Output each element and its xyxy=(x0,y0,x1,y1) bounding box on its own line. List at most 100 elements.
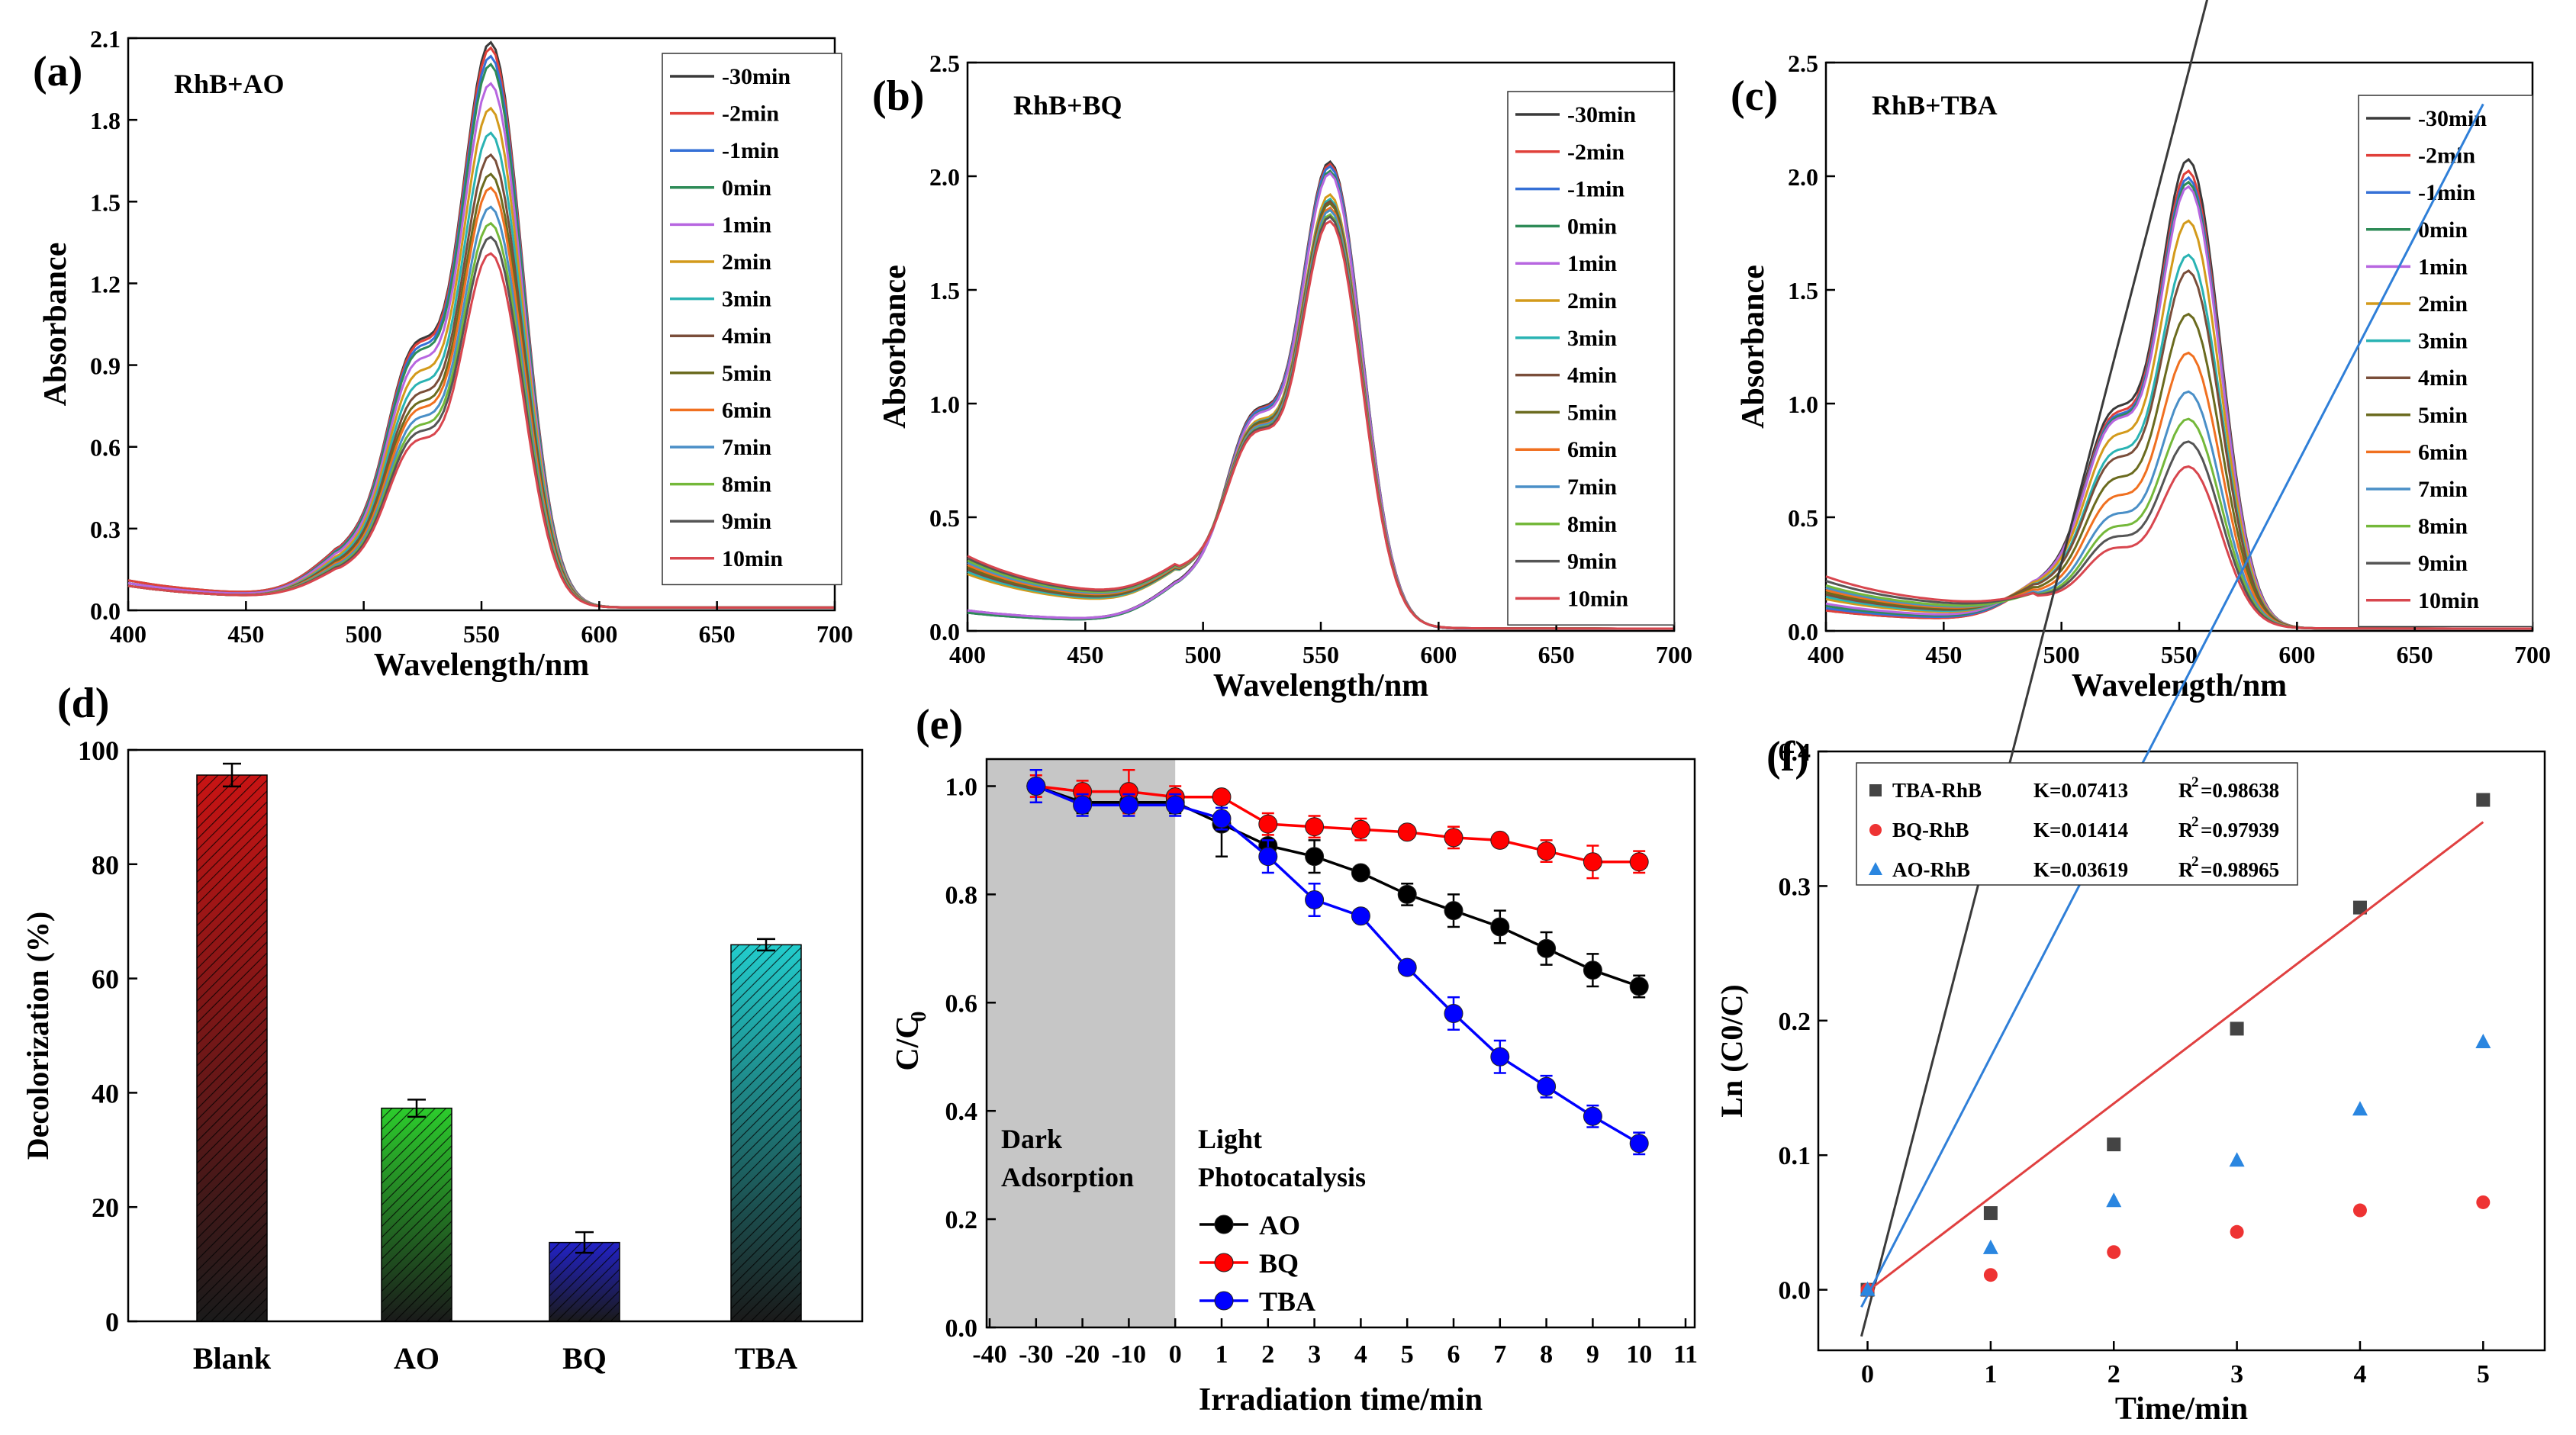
y-tick-label: 0.8 xyxy=(945,881,978,909)
data-point-AO xyxy=(1537,938,1557,958)
legend-label: 7min xyxy=(2418,477,2468,502)
y-tick-label: 0.0 xyxy=(929,618,960,645)
legend-box xyxy=(662,53,842,586)
x-tick-label: 700 xyxy=(816,620,853,648)
legend-label: -2min xyxy=(2418,143,2475,169)
legend-label: 8min xyxy=(1567,512,1617,537)
y-tick-label: 0 xyxy=(105,1307,119,1337)
data-point-AO xyxy=(1351,863,1370,883)
panel-letter: (b) xyxy=(872,72,924,120)
category-label: Blank xyxy=(193,1341,272,1375)
legend-label: 1min xyxy=(722,212,771,237)
y-tick-label: 1.5 xyxy=(929,277,960,304)
y-tick-label: 60 xyxy=(92,964,119,995)
x-tick-label: 3 xyxy=(2230,1360,2243,1388)
x-tick-label: 4 xyxy=(1354,1340,1367,1369)
legend-label: 10min xyxy=(2418,588,2479,613)
x-tick-label: 550 xyxy=(463,620,500,648)
legend-box xyxy=(1856,762,2298,886)
data-point-TBA xyxy=(1537,1076,1557,1096)
legend-label: -30min xyxy=(722,64,791,89)
legend-label: 1min xyxy=(2418,254,2468,279)
data-point-TBA xyxy=(1397,957,1417,977)
legend-label: 3min xyxy=(1567,326,1617,351)
data-point-BQ xyxy=(1490,830,1510,850)
legend-label: 5min xyxy=(2418,403,2468,428)
x-tick-label: 700 xyxy=(1656,641,1692,668)
category-label: BQ xyxy=(562,1341,607,1375)
legend-label: -1min xyxy=(1567,177,1624,202)
x-tick-label: 600 xyxy=(581,620,617,648)
data-point-BQ xyxy=(1258,814,1278,834)
x-tick-label: 700 xyxy=(2514,641,2551,668)
data-point-TBA xyxy=(1351,906,1370,926)
legend-r2-value: =0.98638 xyxy=(2201,779,2279,802)
data-point-BQ-RhB xyxy=(2476,1195,2491,1209)
x-tick-label: 500 xyxy=(1185,641,1222,668)
y-tick-label: 0.3 xyxy=(90,516,121,543)
x-tick-label: 5 xyxy=(2477,1360,2490,1388)
y-tick-label: 0.1 xyxy=(1779,1142,1811,1170)
legend-label: 4min xyxy=(2418,365,2468,391)
legend-label: 8min xyxy=(722,472,771,497)
legend-label: 1min xyxy=(1567,251,1617,276)
data-point-TBA xyxy=(1305,890,1325,909)
legend-label: 5min xyxy=(722,361,771,386)
category-label: AO xyxy=(394,1341,440,1375)
legend-r2-superscript: 2 xyxy=(2191,774,2199,790)
data-point-TBA xyxy=(1258,847,1278,867)
y-axis-label: Ln (C0/C) xyxy=(1715,984,1749,1117)
y-tick-label: 1.0 xyxy=(929,391,960,418)
y-tick-label: 20 xyxy=(92,1192,119,1223)
data-point-TBA xyxy=(1629,1134,1649,1153)
legend-label: 0min xyxy=(722,175,771,201)
y-axis-label: C/C xyxy=(890,1015,926,1070)
data-point-AO-RhB xyxy=(2229,1152,2245,1167)
x-tick-label: 6 xyxy=(1447,1340,1460,1369)
x-tick-label: 5 xyxy=(1401,1340,1414,1369)
legend-label: 7min xyxy=(722,435,771,460)
data-point-BQ xyxy=(1444,828,1463,848)
legend-label: 0min xyxy=(2418,217,2468,243)
x-tick-label: 1 xyxy=(1216,1340,1228,1369)
y-tick-label: 0.4 xyxy=(945,1098,978,1126)
legend-marker xyxy=(1214,1215,1234,1234)
legend-label: 3min xyxy=(722,287,771,312)
x-tick-label: 550 xyxy=(1302,641,1339,668)
x-tick-label: 8 xyxy=(1540,1340,1553,1369)
kinetics-plot-frame xyxy=(985,758,1696,1329)
bar-hatch xyxy=(197,774,267,1321)
data-point-TBA xyxy=(1165,795,1185,815)
bar-hatch xyxy=(731,944,801,1321)
data-point-TBA-RhB xyxy=(2107,1137,2121,1152)
data-point-TBA xyxy=(1212,809,1232,829)
y-axis-label: Absorbance xyxy=(38,243,73,407)
fit-line-TBA-RhB xyxy=(1860,0,2209,1337)
y-tick-label: 1.0 xyxy=(1788,391,1818,418)
legend-marker xyxy=(1214,1291,1234,1311)
legend-label: 7min xyxy=(1567,475,1617,500)
legend-label: 2min xyxy=(1567,288,1617,314)
x-tick-label: 10 xyxy=(1626,1340,1652,1369)
legend-label: AO xyxy=(1259,1210,1300,1240)
legend-label: 2min xyxy=(2418,291,2468,317)
data-point-AO xyxy=(1444,901,1463,921)
data-point-TBA xyxy=(1583,1106,1602,1126)
legend-label: 3min xyxy=(2418,329,2468,354)
y-tick-label: 0.0 xyxy=(90,597,121,625)
x-axis-label: Wavelength/nm xyxy=(2072,668,2287,703)
y-tick-label: 1.0 xyxy=(945,773,978,801)
legend-label: 6min xyxy=(2418,439,2468,465)
x-tick-label: 2 xyxy=(2107,1360,2120,1388)
x-tick-label: 2 xyxy=(1261,1340,1274,1369)
legend-r2-superscript: 2 xyxy=(2191,854,2199,870)
x-axis-label: Wavelength/nm xyxy=(374,648,589,683)
y-tick-label: 1.2 xyxy=(90,270,121,298)
legend-k-value: K=0.03619 xyxy=(2033,858,2128,881)
y-tick-label: 0.2 xyxy=(945,1206,978,1234)
legend-label: BQ xyxy=(1259,1248,1299,1279)
y-tick-label: 2.1 xyxy=(90,25,121,53)
y-tick-label: 0.5 xyxy=(1788,504,1818,532)
data-point-AO-RhB xyxy=(1982,1239,1998,1254)
fit-line-AO-RhB xyxy=(1860,103,2484,1308)
